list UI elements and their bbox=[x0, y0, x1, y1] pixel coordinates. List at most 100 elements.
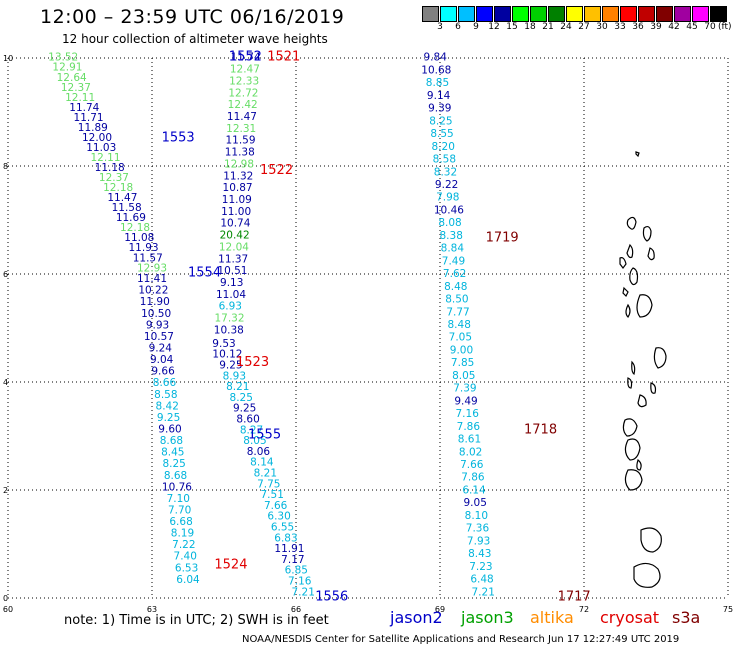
scale-swatch bbox=[602, 6, 619, 22]
wave-height-value: 7.05 bbox=[449, 332, 472, 344]
wave-height-value: 12.72 bbox=[228, 87, 258, 99]
lon-tick-label: 69 bbox=[435, 605, 445, 614]
scale-swatch bbox=[584, 6, 601, 22]
wave-height-value: 8.21 bbox=[254, 468, 277, 480]
wave-height-value: 8.48 bbox=[448, 319, 471, 331]
wave-height-value: 9.25 bbox=[233, 403, 256, 415]
wave-height-value: 10.57 bbox=[144, 331, 174, 343]
wave-height-value: 11.41 bbox=[137, 273, 167, 285]
wave-height-value: 11.57 bbox=[133, 252, 163, 264]
wave-height-value: 12.11 bbox=[90, 152, 120, 164]
wave-height-value: 7.21 bbox=[292, 586, 315, 598]
lat-tick-label: 6 bbox=[3, 270, 8, 279]
scale-swatch bbox=[548, 6, 565, 22]
scale-label: 36 bbox=[632, 22, 644, 32]
wave-height-value: 8.66 bbox=[153, 377, 177, 389]
island-outline bbox=[626, 216, 637, 230]
wave-height-value: 7.36 bbox=[466, 523, 490, 535]
pass-number: 1522 bbox=[260, 163, 293, 178]
lat-tick-label: 10 bbox=[3, 54, 13, 63]
wave-height-value: 8.32 bbox=[434, 166, 457, 178]
wave-height-value: 12.93 bbox=[137, 262, 167, 274]
wave-height-value: 8.21 bbox=[226, 381, 249, 393]
wave-height-value: 9.04 bbox=[150, 354, 174, 366]
wave-height-value: 11.08 bbox=[124, 232, 154, 244]
wave-height-value: 8.02 bbox=[459, 446, 482, 458]
pass-number: 1555 bbox=[248, 428, 281, 443]
wave-height-value: 8.84 bbox=[441, 243, 465, 255]
island-outline bbox=[629, 267, 639, 286]
scale-label: 12 bbox=[488, 22, 500, 32]
wave-height-value: 7.86 bbox=[461, 472, 485, 484]
legend-altika: altika bbox=[530, 608, 574, 627]
wave-height-value: 12.42 bbox=[228, 99, 258, 111]
wave-height-value: 6.14 bbox=[462, 484, 486, 496]
wave-height-value: 8.27 bbox=[240, 424, 263, 436]
wave-height-value: 9.49 bbox=[454, 395, 477, 407]
wave-height-value: 7.22 bbox=[172, 539, 195, 551]
wave-height-value: 11.38 bbox=[225, 147, 255, 159]
wave-height-value: 8.58 bbox=[154, 389, 177, 401]
wave-height-value: 12.00 bbox=[82, 132, 112, 144]
island-outline bbox=[627, 377, 633, 389]
wave-height-value: 11.47 bbox=[107, 192, 137, 204]
wave-height-value: 6.83 bbox=[274, 532, 297, 544]
wave-height-value: 8.19 bbox=[171, 528, 194, 540]
wave-height-value: 7.40 bbox=[174, 551, 197, 563]
island-outline bbox=[650, 382, 657, 394]
wave-height-value: 12.33 bbox=[229, 75, 259, 87]
wave-height-value: 11.47 bbox=[227, 111, 257, 123]
pass-number: 1719 bbox=[486, 231, 519, 246]
scale-swatch bbox=[692, 6, 709, 22]
wave-height-value: 8.68 bbox=[160, 435, 183, 447]
maldives-islands bbox=[619, 151, 667, 588]
scale-label: 21 bbox=[542, 22, 554, 32]
wave-height-value: 11.37 bbox=[218, 253, 248, 265]
wave-height-value: 9.13 bbox=[220, 277, 243, 289]
scale-swatch bbox=[638, 6, 655, 22]
scale-swatch bbox=[458, 6, 475, 22]
graticule bbox=[7, 57, 729, 599]
wave-height-value: 6.48 bbox=[470, 574, 493, 586]
scale-swatch bbox=[620, 6, 637, 22]
wave-height-value: 8.50 bbox=[445, 294, 468, 306]
wave-height-value: 10.46 bbox=[434, 204, 464, 216]
wave-height-value: 6.53 bbox=[175, 562, 198, 574]
scale-swatch bbox=[674, 6, 691, 22]
scale-label: 70 bbox=[704, 22, 716, 32]
scale-label: 18 bbox=[524, 22, 536, 32]
wave-height-value: 7.51 bbox=[261, 489, 284, 501]
wave-height-value: 7.49 bbox=[442, 255, 465, 267]
wave-height-value: 12.04 bbox=[219, 241, 249, 253]
island-outline bbox=[624, 469, 643, 491]
wave-height-value: 11.93 bbox=[129, 242, 159, 254]
scale-swatch bbox=[566, 6, 583, 22]
wave-height-value: 10.74 bbox=[220, 218, 250, 230]
wave-height-value: 8.60 bbox=[236, 414, 259, 426]
lat-tick-label: 2 bbox=[3, 486, 8, 495]
scale-swatch bbox=[476, 6, 493, 22]
island-outline bbox=[647, 247, 655, 261]
scale-label: 15 bbox=[506, 22, 518, 32]
wave-height-value: 8.85 bbox=[426, 77, 449, 89]
wave-height-value: 11.74 bbox=[231, 52, 261, 64]
wave-height-value: 7.66 bbox=[264, 500, 288, 512]
wave-height-value: 9.25 bbox=[157, 412, 180, 424]
map-title: 12:00 – 23:59 UTC 06/16/2019 bbox=[40, 6, 345, 28]
wave-height-value: 11.74 bbox=[69, 102, 99, 114]
wave-height-value: 8.93 bbox=[223, 370, 246, 382]
wave-height-value: 12.18 bbox=[120, 222, 150, 234]
wave-height-value: 7.16 bbox=[456, 408, 480, 420]
wave-height-value: 9.93 bbox=[146, 319, 169, 331]
wave-height-value: 7.75 bbox=[257, 478, 280, 490]
wave-height-value: 7.93 bbox=[467, 535, 490, 547]
wave-height-value: 7.39 bbox=[453, 383, 476, 395]
pass-number: 1521 bbox=[267, 50, 300, 65]
pass-number: 1718 bbox=[524, 422, 557, 437]
wave-height-value: 10.51 bbox=[217, 265, 247, 277]
wave-height-value: 12.31 bbox=[226, 123, 256, 135]
lat-tick-label: 8 bbox=[3, 162, 8, 171]
axis-ticks: 60 63 66 69 72 75 0 2 4 6 8 10 bbox=[3, 54, 733, 614]
wave-height-value: 8.05 bbox=[452, 370, 475, 382]
